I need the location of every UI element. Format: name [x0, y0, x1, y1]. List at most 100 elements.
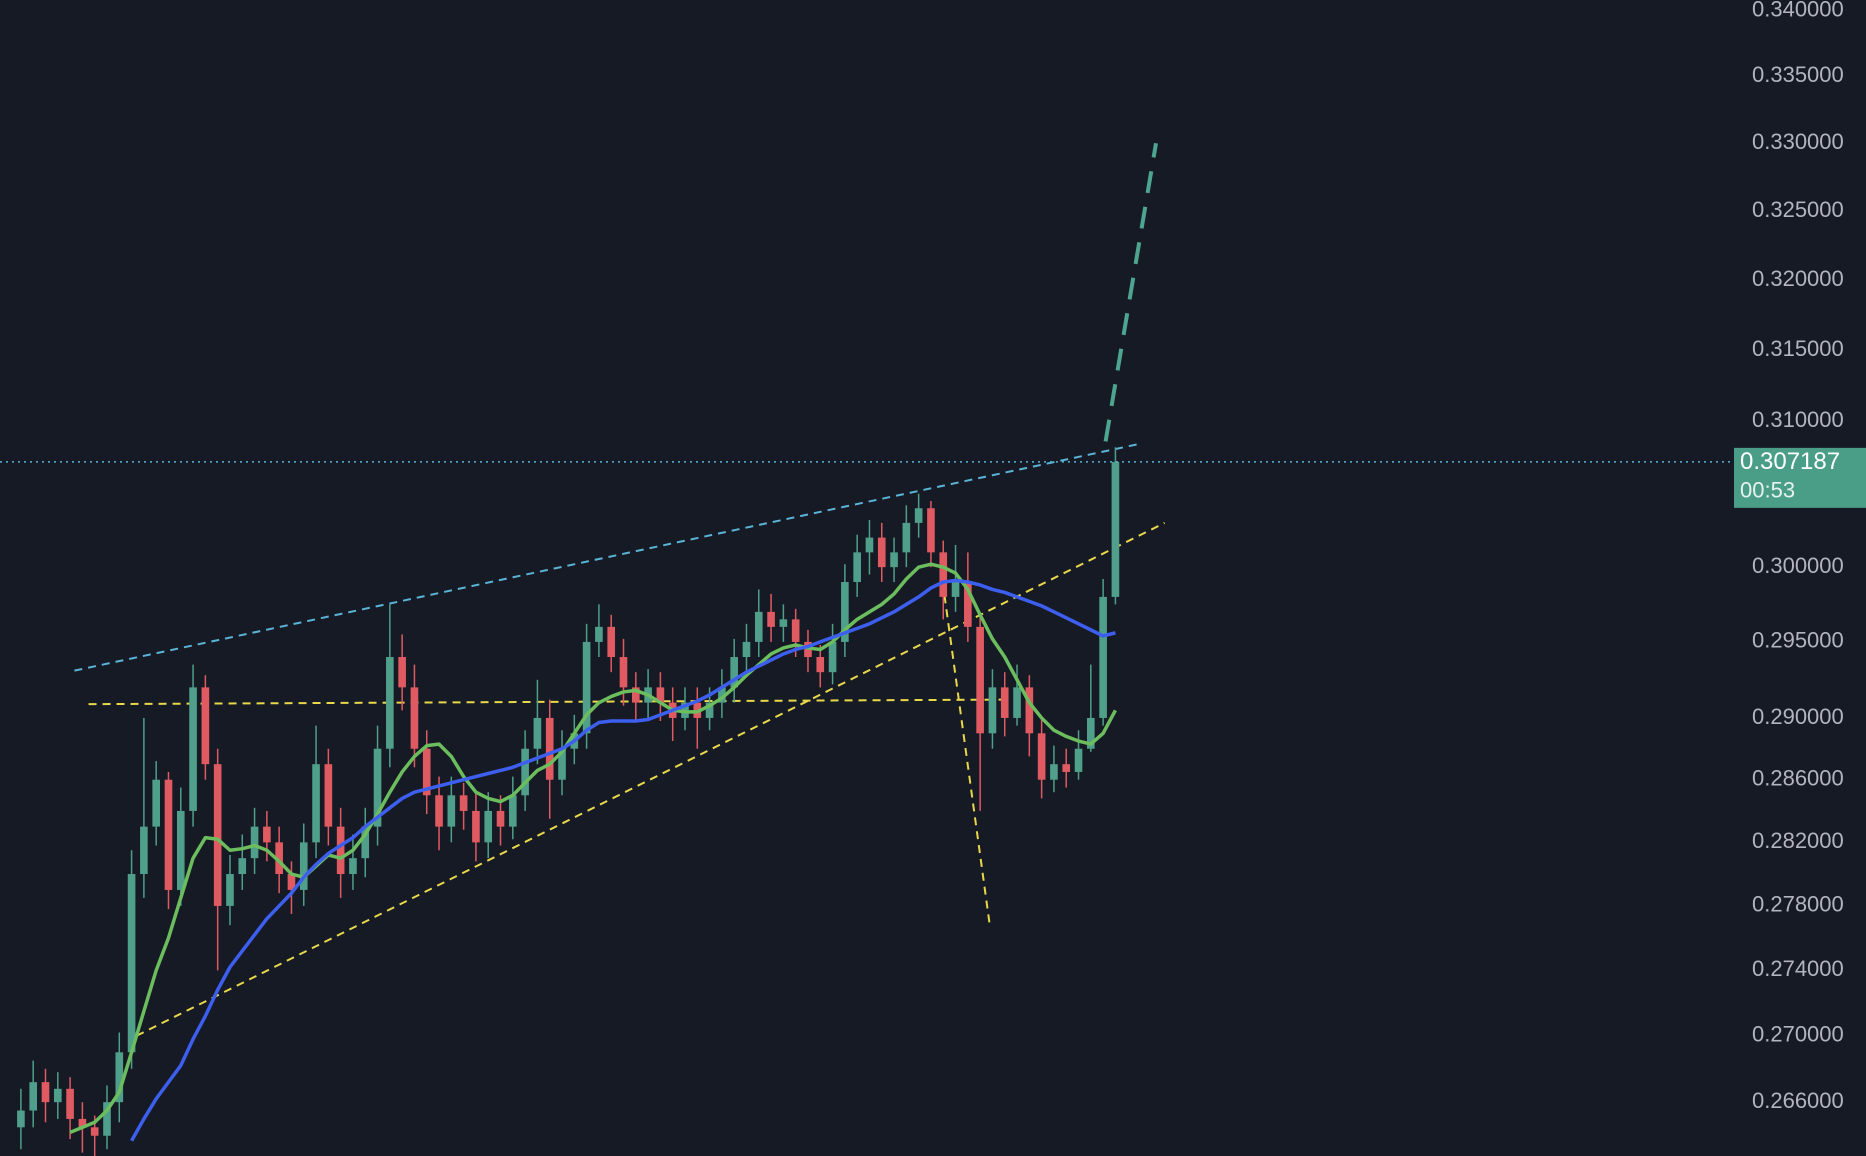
candle-body [226, 874, 234, 906]
candle-body [841, 582, 849, 642]
y-tick-label: 0.335000 [1752, 62, 1844, 87]
last-price-label: 0.307187 [1740, 448, 1840, 475]
y-tick-label: 0.286000 [1752, 766, 1844, 791]
candle-body [742, 641, 751, 658]
candle-body [361, 826, 370, 859]
candle-body [533, 717, 542, 749]
candle-body [176, 810, 185, 890]
candle-body [53, 1088, 62, 1103]
candle-body [828, 641, 837, 673]
trend-line [136, 522, 1166, 1037]
y-tick-label: 0.340000 [1752, 0, 1844, 21]
candle-body [607, 626, 616, 658]
candle-body [115, 1052, 124, 1103]
candle-body [656, 687, 665, 703]
candle-body [705, 702, 714, 718]
y-tick-label: 0.282000 [1752, 828, 1844, 853]
candle-body [484, 810, 493, 843]
candle-body [939, 552, 948, 597]
candle-body [103, 1102, 111, 1136]
candle-body [472, 810, 480, 843]
moving-average [69, 562, 1117, 1134]
candle-body [951, 582, 960, 597]
candle-body [767, 611, 775, 627]
candle-body [140, 826, 148, 875]
candle-body [976, 626, 984, 734]
candle-body [459, 795, 468, 811]
candle-body [791, 619, 800, 642]
candle-body [17, 1110, 25, 1128]
y-tick-label: 0.295000 [1752, 628, 1844, 653]
candle-body [336, 826, 345, 875]
candle-body [1037, 733, 1046, 780]
candle-body [619, 657, 628, 688]
candle-body [902, 522, 911, 553]
candle-body [496, 810, 505, 827]
countdown-label: 00:53 [1740, 478, 1795, 503]
candle-body [213, 764, 222, 906]
candle-body [324, 764, 333, 827]
y-tick-label: 0.290000 [1752, 704, 1844, 729]
candle-body [545, 717, 554, 780]
y-tick-label: 0.300000 [1752, 553, 1844, 578]
candle-body [410, 687, 419, 749]
candle-body [582, 641, 591, 734]
candle-body [754, 611, 763, 642]
trend-line [1103, 142, 1158, 442]
candle-body [558, 748, 566, 780]
candle-body [152, 779, 160, 827]
candle-body [287, 874, 296, 890]
candle-body [877, 537, 886, 568]
candle-body [250, 826, 259, 859]
y-tick-label: 0.266000 [1752, 1088, 1844, 1113]
candle-body [263, 826, 271, 843]
y-tick-label: 0.270000 [1752, 1022, 1844, 1047]
y-tick-label: 0.278000 [1752, 892, 1844, 917]
y-tick-label: 0.274000 [1752, 956, 1844, 981]
candle-body [718, 687, 726, 703]
candle-body [890, 552, 898, 568]
y-tick-label: 0.330000 [1752, 129, 1844, 154]
candle-body [90, 1127, 99, 1136]
candle-body [189, 687, 197, 811]
candle-body [435, 795, 443, 827]
candle-body [521, 748, 529, 796]
candle-body [422, 748, 431, 796]
candle-body [275, 842, 283, 875]
moving-average [130, 578, 1116, 1142]
candle-body [386, 657, 394, 749]
candle-body [78, 1118, 87, 1128]
y-tick-label: 0.315000 [1752, 336, 1844, 361]
candle-body [164, 779, 173, 890]
candle-body [373, 748, 382, 827]
candle-body [299, 842, 308, 890]
candle-body [816, 657, 825, 673]
candle-body [398, 657, 406, 688]
candle-body [595, 626, 603, 642]
candle-body [29, 1082, 38, 1111]
candle-body [1074, 748, 1083, 772]
candle-body [312, 764, 320, 843]
y-tick-label: 0.320000 [1752, 266, 1844, 291]
candle-body [66, 1088, 74, 1119]
candle-body [509, 795, 517, 827]
candle-body [927, 508, 935, 553]
candle-body [988, 687, 997, 734]
candle-body [1111, 461, 1120, 597]
candle-body [1013, 687, 1021, 718]
candle-body [1099, 596, 1107, 718]
candle-body [349, 858, 357, 875]
candle-body [1050, 764, 1058, 780]
candle-body [1087, 717, 1095, 749]
candle-body [127, 874, 136, 1053]
candle-body [964, 582, 972, 627]
candle-body [1000, 687, 1009, 718]
candle-body [1062, 764, 1071, 772]
candle-body [447, 795, 456, 827]
candle-body [631, 687, 640, 703]
candle-body [238, 858, 247, 875]
candle-body [914, 508, 923, 523]
y-tick-label: 0.310000 [1752, 407, 1844, 432]
candle-body [853, 552, 861, 583]
